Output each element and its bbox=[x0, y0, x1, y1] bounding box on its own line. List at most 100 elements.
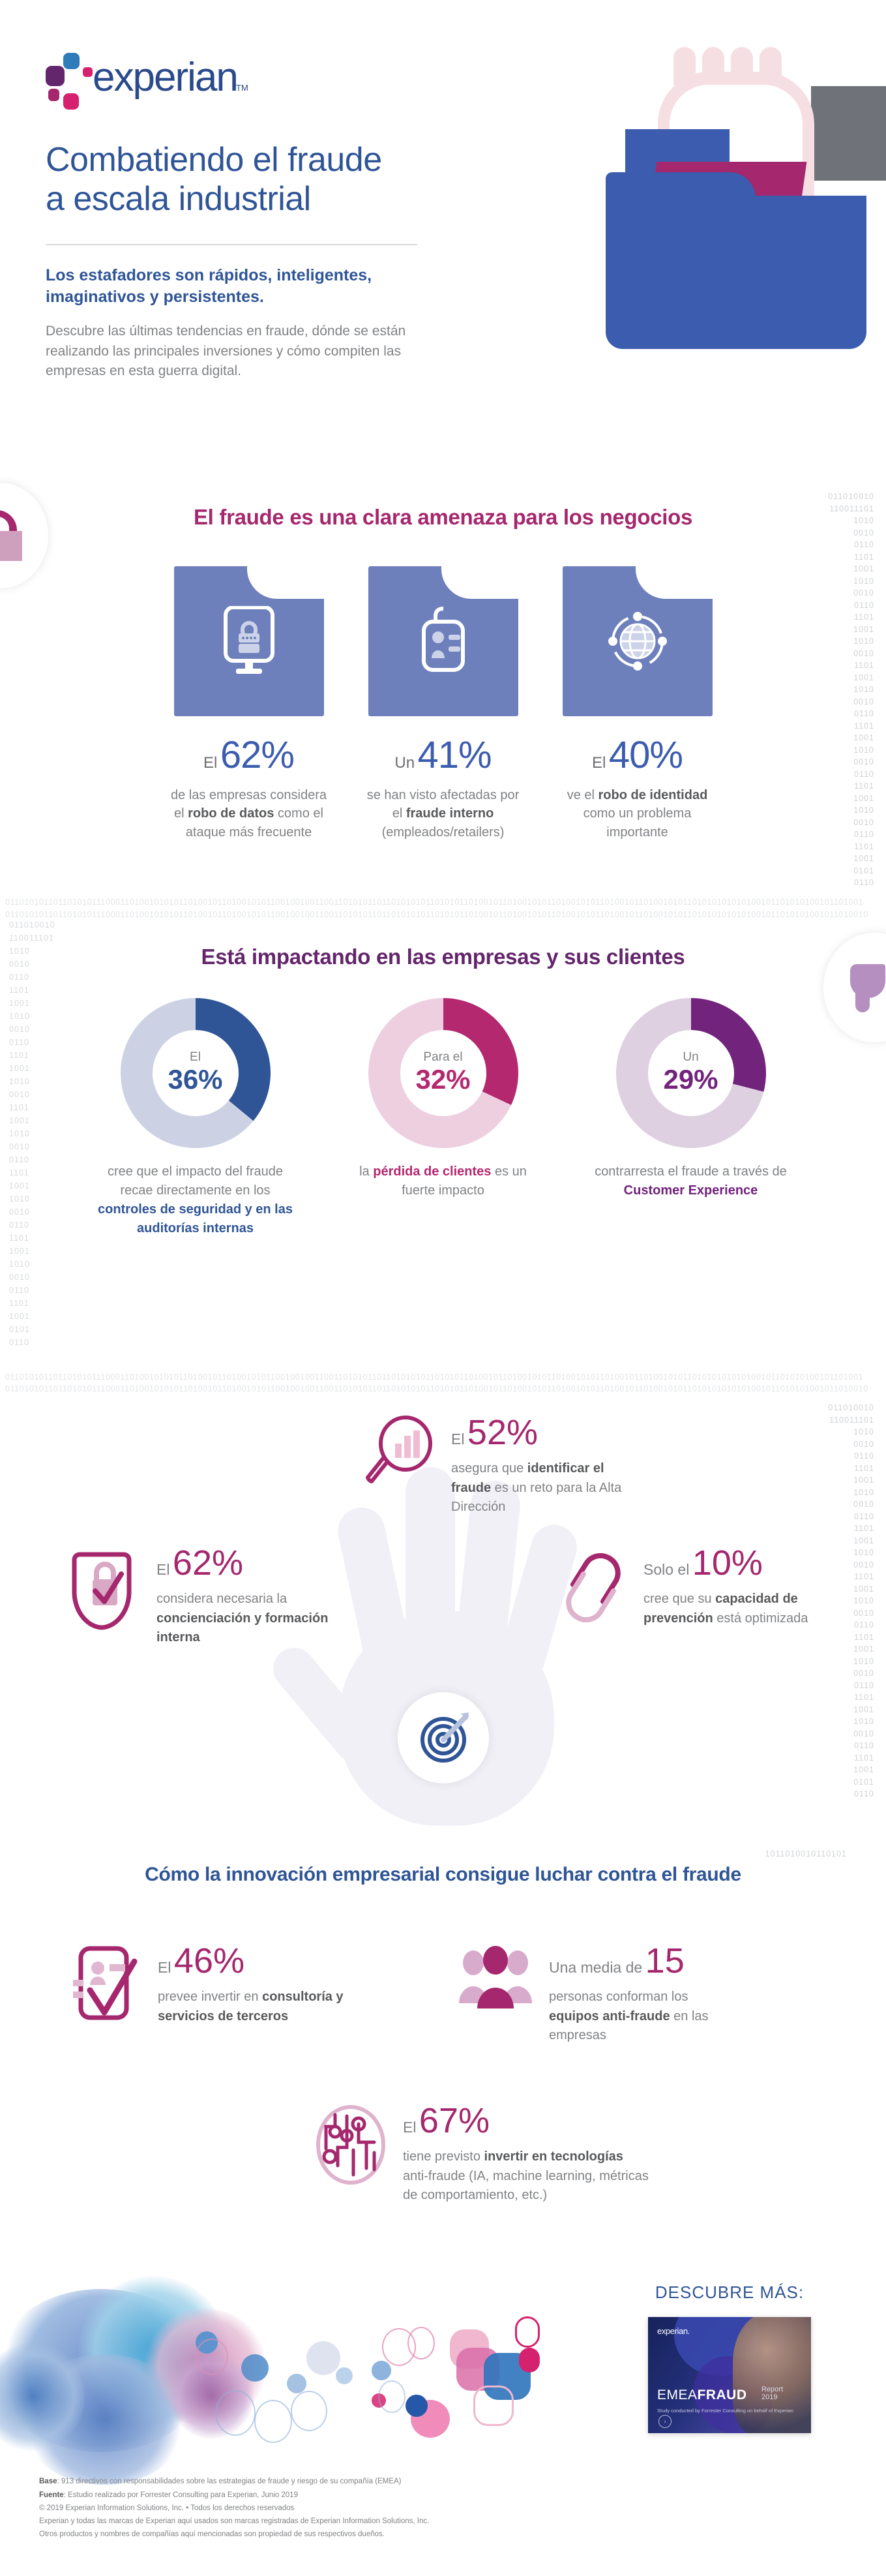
challenge-prefix: Solo el bbox=[643, 1561, 690, 1578]
challenge-item: Solo el 10% cree que su capacidad de pre… bbox=[557, 1545, 833, 1630]
legal-source-text: : Estudio realizado por Forrester Consul… bbox=[63, 2491, 298, 2499]
thumbs-down-icon bbox=[850, 962, 886, 1014]
header: experian TM Combatiendo el fraude a esca… bbox=[0, 0, 886, 483]
threat-stat-number: El 62% bbox=[168, 733, 331, 777]
donut-label: Para el bbox=[423, 1050, 463, 1064]
challenge-value: 52% bbox=[467, 1413, 538, 1452]
donut-center: Un 29% bbox=[647, 1029, 734, 1116]
monitor-lock-icon bbox=[223, 606, 274, 674]
donut-chart-item: Para el 32% la pérdida de clientes es un… bbox=[346, 997, 541, 1238]
folder-card bbox=[173, 566, 324, 716]
lead-line2: imaginativos y persistentes. bbox=[46, 288, 264, 307]
footer: DESCUBRE MÁS: experian. EMEAFRAUD Report… bbox=[0, 2269, 886, 2576]
hero-illustration bbox=[521, 46, 886, 457]
threat-stat-caption: ve el robo de identidad como un problema… bbox=[567, 788, 708, 840]
threat-stat-caption: se han visto afectadas por el fraude int… bbox=[366, 788, 520, 840]
innovation-text: Una media de 15 personas conforman los e… bbox=[549, 1943, 738, 2046]
challenge-number: El 62% bbox=[156, 1545, 346, 1581]
innovation-item: El 67% tiene previsto invertir en tecnol… bbox=[313, 2103, 651, 2205]
donut-value: 29% bbox=[663, 1063, 718, 1095]
folder-card bbox=[562, 566, 713, 716]
report-word: Report bbox=[761, 2385, 784, 2393]
data-splash-graphic bbox=[0, 2269, 540, 2485]
report-title: EMEAFRAUD bbox=[657, 2387, 747, 2403]
report-thumbnail[interactable]: experian. EMEAFRAUD Report 2019 Study co… bbox=[648, 2317, 811, 2433]
innovation-value: 15 bbox=[645, 1941, 685, 1980]
threat-stat-value: 41% bbox=[417, 734, 492, 776]
donut-caption: cree que el impacto del fraude recae dir… bbox=[98, 1164, 293, 1235]
legal-base-text: : 913 directivos con responsabilidades s… bbox=[57, 2478, 402, 2486]
innovation-value: 46% bbox=[173, 1941, 244, 1980]
legal-text: Base: 913 directivos con responsabilidad… bbox=[39, 2475, 841, 2541]
header-description: Descubre las últimas tendencias en fraud… bbox=[46, 324, 406, 378]
innovation-item: Una media de 15 personas conforman los e… bbox=[456, 1943, 738, 2046]
challenge-text: Solo el 10% cree que su capacidad de pre… bbox=[643, 1545, 833, 1628]
challenge-value: 10% bbox=[692, 1543, 763, 1583]
binary-strip-line: 0110101011011010101110001101001010101101… bbox=[5, 909, 868, 919]
binary-column-left: 011010010 110011101 1010 0010 0110 1101 … bbox=[9, 920, 55, 1347]
binary-column-right: 011010010 110011101 1010 0010 0110 1101 … bbox=[828, 492, 874, 887]
threat-stat-prefix: El bbox=[592, 754, 606, 772]
threat-stat-number: El 40% bbox=[556, 733, 719, 777]
legal-copyright: © 2019 Experian Information Solutions, I… bbox=[39, 2504, 295, 2512]
donut-chart: El 36% bbox=[120, 997, 271, 1148]
hero-grey-block bbox=[811, 86, 886, 181]
report-logo: experian. bbox=[657, 2326, 690, 2336]
logo-trademark: TM bbox=[236, 83, 248, 93]
legal-source-label: Fuente bbox=[39, 2491, 64, 2499]
donut-chart-row: El 36% cree que el impacto del fraude re… bbox=[0, 997, 886, 1238]
donut-center: El 36% bbox=[152, 1029, 239, 1116]
challenge-number: Solo el 10% bbox=[643, 1545, 833, 1581]
donut-label: El bbox=[190, 1050, 201, 1064]
discover-more: DESCUBRE MÁS: experian. EMEAFRAUD Report… bbox=[612, 2282, 847, 2433]
logo-wordmark: experian bbox=[93, 55, 239, 100]
donut-caption: contrarresta el fraude a través de Custo… bbox=[595, 1164, 787, 1198]
challenge-text: El 52% asegura que identificar el fraude… bbox=[451, 1415, 640, 1517]
binary-small-right: 1011010010110101 bbox=[765, 1849, 847, 1858]
chevron-right-icon[interactable]: › bbox=[658, 2415, 672, 2428]
innovation-value: 67% bbox=[419, 2101, 490, 2140]
people-group-icon bbox=[459, 1946, 532, 2008]
page-title: Combatiendo el fraude a escala industria… bbox=[46, 140, 886, 219]
challenge-body: considera necesaria la concienciación y … bbox=[156, 1592, 329, 1645]
report-photo bbox=[733, 2317, 811, 2433]
innovation-text: El 46% prevee invertir en consultoría y … bbox=[158, 1943, 347, 2026]
id-badge-icon bbox=[421, 607, 465, 672]
report-title-light: EMEA bbox=[657, 2387, 698, 2402]
legal-trademark: Experian y todas las marcas de Experian … bbox=[39, 2517, 430, 2525]
innovation-number: El 46% bbox=[158, 1943, 347, 1978]
report-edition: Report 2019 bbox=[761, 2386, 783, 2402]
challenge-body: asegura que identificar el fraude es un … bbox=[451, 1461, 622, 1515]
innovation-body: prevee invertir en consultoría y servici… bbox=[158, 1990, 344, 2023]
section-impact: 011010010 110011101 1010 0010 0110 1101 … bbox=[0, 920, 886, 1371]
threat-stat-prefix: Un bbox=[394, 754, 415, 772]
report-year: 2019 bbox=[761, 2393, 778, 2402]
threat-stat-item: El 62% de las empresas considera el robo… bbox=[168, 566, 331, 841]
threat-stats-row: El 62% de las empresas considera el robo… bbox=[0, 566, 886, 841]
innovation-number: El 67% bbox=[403, 2103, 651, 2138]
challenge-item: El 52% asegura que identificar el fraude… bbox=[365, 1415, 640, 1517]
experian-logo: experian TM bbox=[46, 49, 261, 111]
hand-icon bbox=[658, 47, 814, 222]
report-title-bold: FRAUD bbox=[697, 2387, 747, 2402]
innovation-text: El 67% tiene previsto invertir en tecnol… bbox=[403, 2103, 651, 2205]
challenge-number: El 52% bbox=[451, 1415, 640, 1450]
folder-card bbox=[368, 566, 518, 716]
innovation-prefix: El bbox=[158, 1959, 171, 1976]
target-arrow-icon bbox=[420, 1712, 469, 1763]
section-innovation-title: Cómo la innovación empresarial consigue … bbox=[145, 1864, 741, 1885]
broken-chain-icon bbox=[566, 1553, 621, 1623]
threat-stat-value: 62% bbox=[220, 734, 295, 776]
binary-strip-line: 0110101011011010101110001101001010101101… bbox=[5, 1384, 868, 1394]
challenge-value: 62% bbox=[172, 1543, 243, 1583]
section-challenges: 011010010 110011101 1010 0010 0110 1101 … bbox=[0, 1395, 886, 1852]
report-subtitle: Study conducted by Forrester Consulting … bbox=[657, 2408, 793, 2414]
legal-base-label: Base bbox=[39, 2478, 57, 2486]
binary-strip-top: 0110101011011010101110001101001010101101… bbox=[0, 896, 886, 921]
threat-stat-item: Un 41% se han visto afectadas por el fra… bbox=[362, 566, 525, 841]
threat-stat-number: Un 41% bbox=[362, 733, 525, 777]
section-impact-title: Está impactando en las empresas y sus cl… bbox=[201, 944, 685, 969]
binary-strip-line: 0110101011011010101110001101001010101101… bbox=[5, 898, 864, 907]
donut-value: 36% bbox=[168, 1063, 223, 1095]
